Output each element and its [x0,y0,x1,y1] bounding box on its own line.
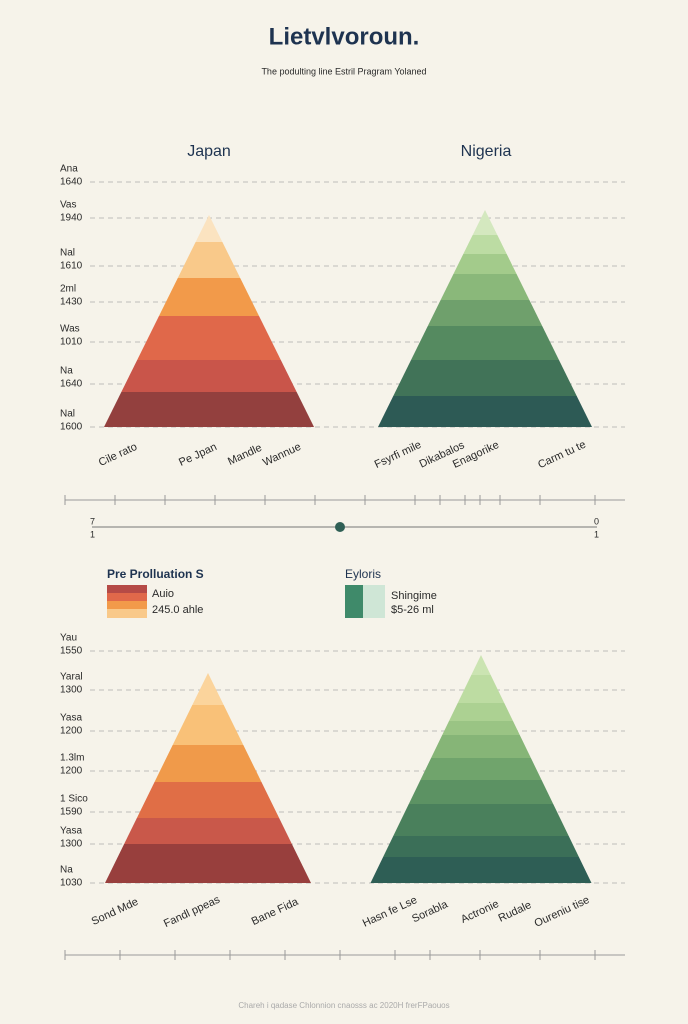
pyramid-layer [172,705,244,745]
pyramid-layer [195,215,223,242]
slider-label: 1 [90,529,95,539]
slider-label: 7 [90,516,95,526]
y-label: 1300 [60,685,83,696]
y-label: Nal [60,248,75,259]
y-label: Nal [60,409,75,420]
y-label: 2ml [60,284,76,295]
pyramid-layer [457,675,505,703]
legend-swatch [107,609,147,618]
y-label: 1030 [60,878,83,889]
y-label: 1430 [60,297,83,308]
y-label: 1 Sico [60,794,88,805]
y-label: 1940 [60,213,83,224]
pyramid-layer [124,818,292,844]
y-label: 1550 [60,646,83,657]
y-label: Yasa [60,826,82,837]
y-label: 1640 [60,177,83,188]
y-label: 1200 [60,766,83,777]
y-label: Na [60,366,73,377]
title: Lietvlvoroun. [269,23,420,50]
y-label: Yasa [60,713,82,724]
y-label: 1610 [60,261,83,272]
pyramid-layer [408,780,554,804]
pyramid-layer [471,655,491,675]
legend-text: $5-26 ml [391,604,434,616]
pyramid-layer [177,242,241,278]
legend-text: Shingime [391,590,437,602]
pyramid-layer [440,274,530,300]
pyramid-layer [442,721,520,735]
pyramid-layer [449,703,513,721]
footer: Chareh i qadase Chlonnion cnaosss ac 202… [238,1001,449,1010]
legend-swatch [363,585,385,618]
y-label: Ana [60,164,78,175]
y-label: 1200 [60,726,83,737]
y-label: 1590 [60,807,83,818]
y-label: 1.3lm [60,753,84,764]
pyramid-layer [393,804,569,836]
pyramid-layer [154,745,262,782]
pyramid-layer [420,758,542,780]
pyramid-layer [192,673,224,705]
pyramid-layer [463,235,507,254]
subtitle: The podulting line Estril Pragram Yolane… [261,66,426,76]
legend-swatch [345,585,363,618]
pyramid-layer [472,210,498,235]
y-label: 1010 [60,337,83,348]
panel-title: Japan [187,143,231,160]
y-label: Yau [60,633,77,644]
pyramid-layer [105,844,311,883]
pyramid-layer [427,300,543,326]
slider-label: 1 [594,529,599,539]
slider-label: 0 [594,516,599,526]
legend-title: Eyloris [345,567,381,581]
pyramid-layer [137,316,281,360]
pyramid-layer [121,360,297,392]
y-label: 1600 [60,422,83,433]
y-label: Yaral [60,672,83,683]
pyramid-layer [378,396,592,427]
legend-swatch [107,585,147,593]
pyramid-layer [104,392,314,427]
pyramid-layer [136,782,280,818]
legend-text: Auio [152,588,174,600]
pyramid-layer [393,360,577,396]
panel-title: Nigeria [461,143,512,160]
y-label: Na [60,865,73,876]
legend-swatch [107,601,147,609]
legend-text: 245.0 ahle [152,604,203,616]
pyramid-layer [453,254,517,274]
y-label: 1640 [60,379,83,390]
legend-title: Pre Prolluation S [107,567,204,581]
legend-swatch [107,593,147,601]
pyramid-layer [411,326,559,360]
pyramid-layer [383,836,579,857]
y-label: 1300 [60,839,83,850]
y-label: Vas [60,200,77,211]
pyramid-layer [370,857,592,883]
slider-knob[interactable] [335,522,345,532]
pyramid-layer [158,278,260,316]
pyramid-layer [431,735,531,758]
y-label: Was [60,324,80,335]
